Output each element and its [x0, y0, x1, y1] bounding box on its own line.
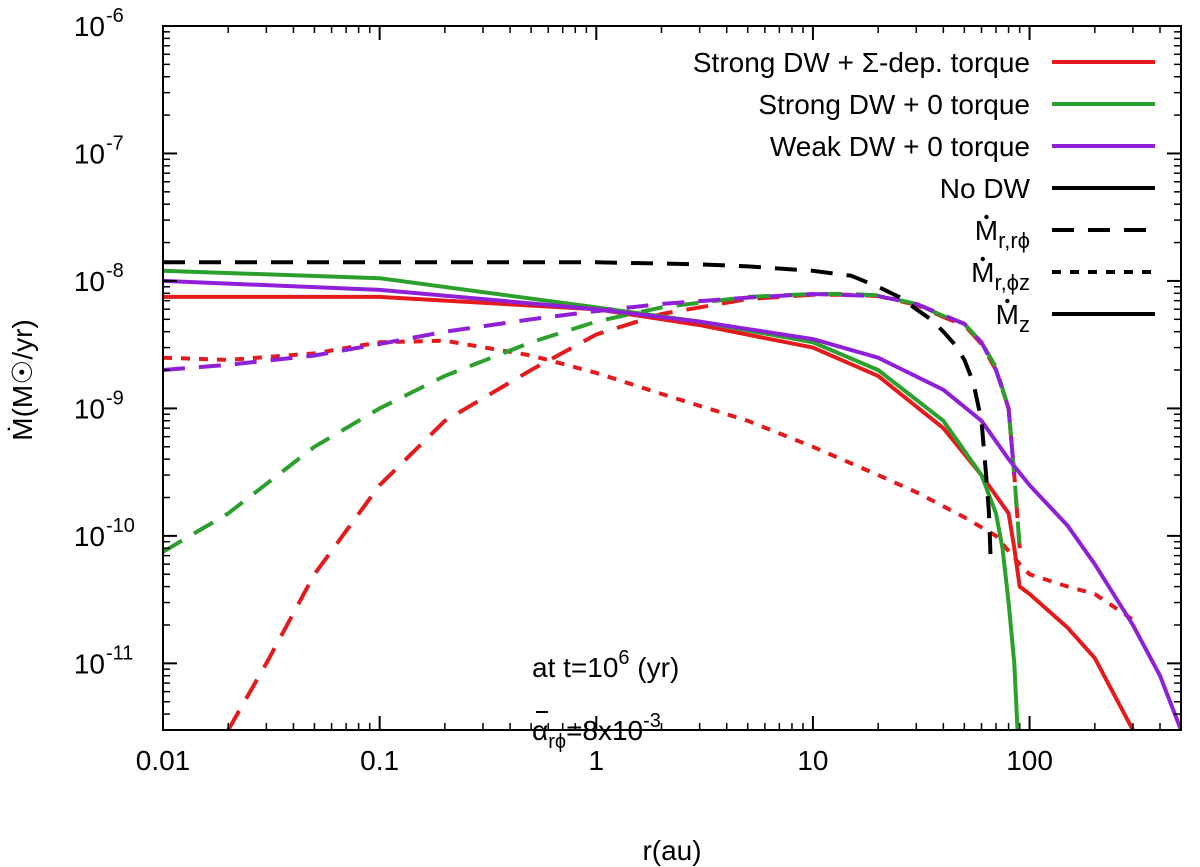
y-tick-label: 10 [74, 393, 105, 424]
annotation-time: at t=106 (yr) [532, 647, 679, 683]
overdot [984, 214, 989, 220]
series-layer [163, 260, 1181, 730]
series-weak_zero-z [163, 278, 1181, 730]
plot-frame [162, 25, 1182, 731]
y-axis-label: Ṁ(M☉/yr) [7, 319, 38, 441]
y-tick-label: 10 [74, 648, 105, 679]
series-strong_zero-r_rphi [163, 292, 1022, 554]
x-tick-label: 0.1 [360, 745, 399, 776]
y-tick-label: 10 [74, 266, 105, 297]
y-tick-label: 10 [74, 521, 105, 552]
annotations: at t=106 (yr) αrϕ=8x10-3 [532, 647, 679, 753]
x-tick-label: 10 [797, 745, 828, 776]
legend: Strong DW + Σ-dep. torque Strong DW + 0 t… [693, 47, 1155, 337]
y-tick-exponent: -9 [106, 387, 124, 409]
series-no_dw-r_rphi [163, 260, 993, 556]
y-tick-exponent: -8 [106, 260, 124, 282]
legend-label: Strong DW + 0 torque [758, 89, 1030, 120]
x-tick-label: 1 [588, 745, 604, 776]
legend-label: No DW [940, 173, 1031, 204]
x-tick-label: 0.01 [136, 745, 191, 776]
legend-label: Strong DW + Σ-dep. torque [693, 47, 1030, 78]
x-tick-label: 100 [1006, 745, 1053, 776]
legend-label: Mz [996, 299, 1030, 337]
legend-label: Mr,ϕz [971, 257, 1030, 295]
y-tick-exponent: -11 [106, 642, 133, 664]
x-axis-label: r(au) [642, 835, 701, 866]
y-tick-exponent: -10 [106, 515, 135, 537]
legend-label: Weak DW + 0 torque [770, 131, 1030, 162]
overdot [1005, 298, 1010, 304]
overdot [980, 256, 985, 262]
legend-label: Mr,rϕ [975, 215, 1030, 253]
y-tick-label: 10 [74, 11, 105, 42]
annotation-alpha: αrϕ=8x10-3 [532, 710, 661, 753]
series-weak_zero-r_rphi [163, 292, 1017, 476]
y-tick-exponent: -6 [106, 5, 124, 27]
y-tick-exponent: -7 [106, 132, 124, 154]
y-tick-label: 10 [74, 138, 105, 169]
